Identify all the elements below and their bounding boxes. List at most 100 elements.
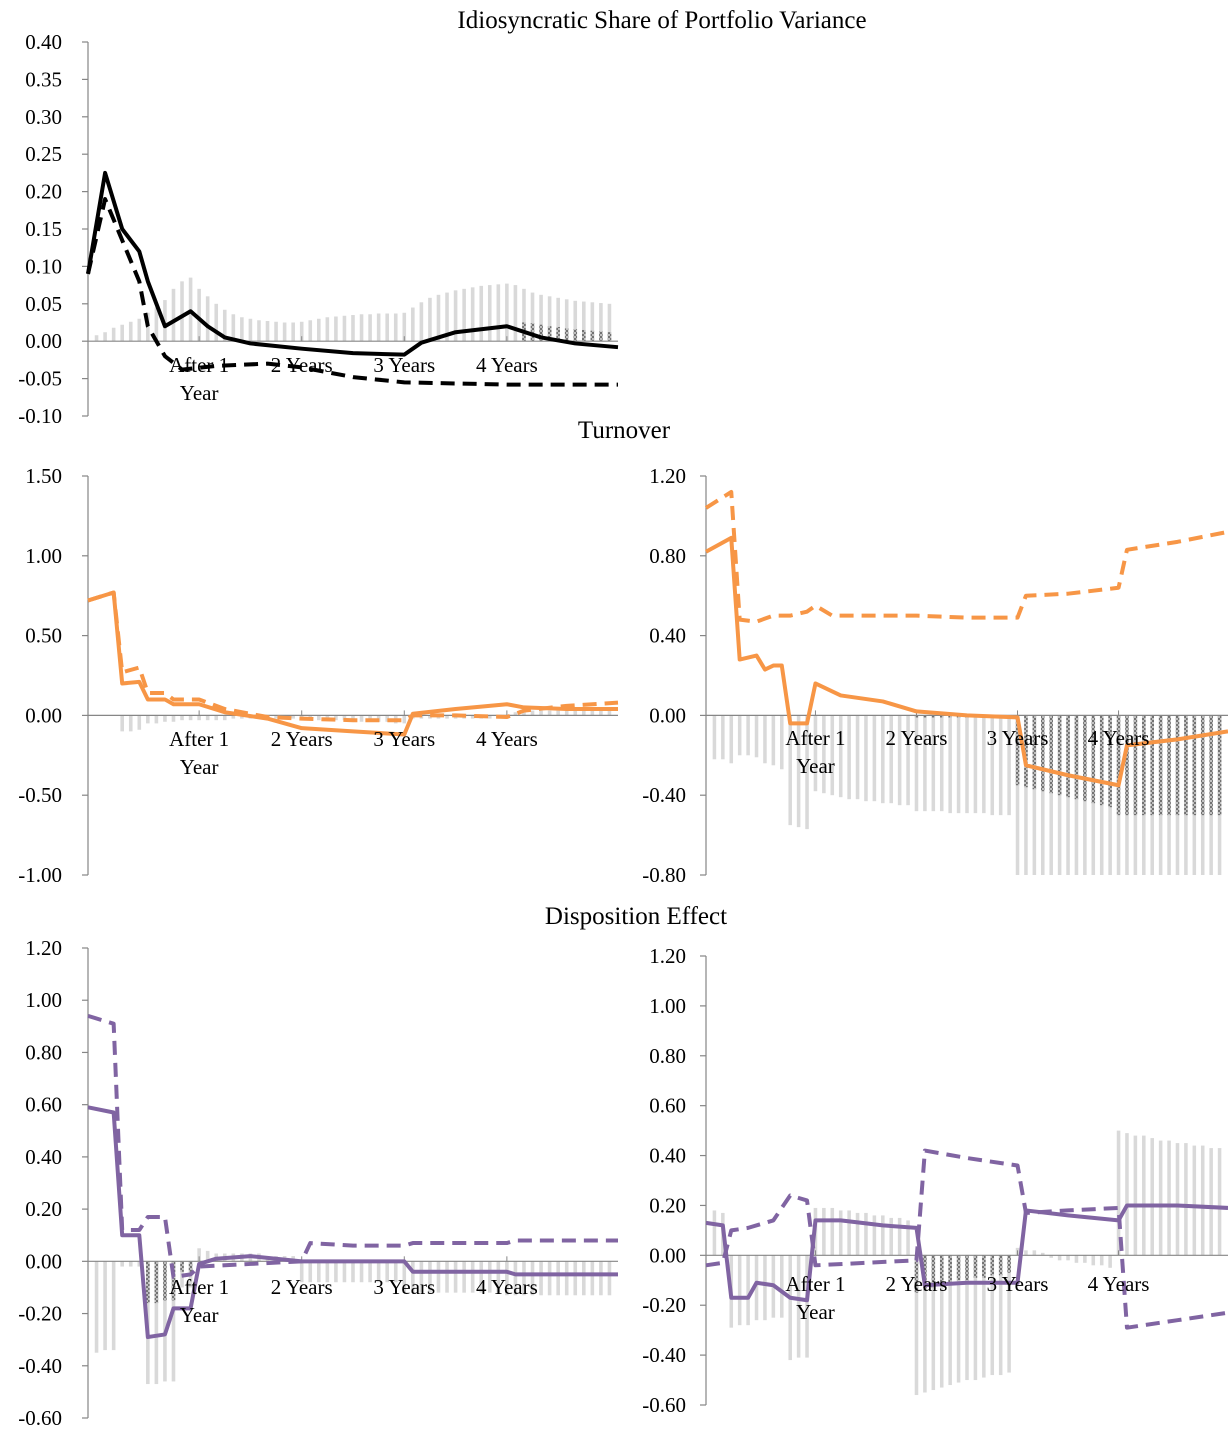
bar-light — [805, 715, 809, 830]
bar-light — [1091, 1255, 1096, 1266]
bar-dark — [590, 330, 595, 342]
bar-light — [1167, 1140, 1171, 1256]
bars — [94, 277, 612, 342]
bar-light — [402, 312, 407, 342]
bar-light — [137, 715, 142, 730]
bar-light — [513, 285, 518, 342]
chart-disposition-right: -0.60 -0.40 -0.20 0.00 0.20 0.40 0.60 0.80 1.00 1… — [642, 944, 1228, 1417]
bar-light — [111, 1261, 116, 1351]
bar-dark — [1142, 715, 1146, 816]
bar-dark — [948, 1255, 952, 1283]
bar-light — [436, 1261, 441, 1293]
bar-light — [830, 715, 835, 796]
bar-light — [973, 1255, 978, 1381]
section-title-idiosyncratic: Idiosyncratic Share of Portfolio Varianc… — [457, 7, 866, 34]
bar-light — [573, 710, 578, 716]
x-tick-label: 2 Years — [886, 1272, 948, 1296]
bar-light — [746, 715, 750, 756]
y-tick-label: 0.60 — [25, 1093, 62, 1117]
bar-light — [317, 715, 321, 721]
bar-light — [180, 715, 184, 721]
bar-dark — [1175, 715, 1180, 816]
bar-light — [754, 1255, 759, 1321]
bar-light — [222, 309, 227, 342]
bar-light — [137, 1261, 142, 1267]
y-tick-label: 1.20 — [649, 464, 686, 488]
bar-light — [763, 1255, 767, 1321]
bar-dark — [1041, 715, 1045, 792]
bar-light — [163, 715, 167, 722]
bar-light — [982, 1255, 986, 1378]
bar-light — [522, 288, 526, 342]
bar-light — [573, 1261, 578, 1296]
bar-light — [956, 1255, 961, 1383]
bars — [712, 715, 1222, 875]
bar-light — [1049, 715, 1053, 875]
y-tick-label: 0.40 — [649, 1144, 686, 1168]
bar-light — [368, 314, 372, 342]
bar-dark — [965, 1255, 969, 1281]
bar-light — [231, 314, 236, 342]
bar-light — [590, 1261, 595, 1296]
bar-light — [1192, 1145, 1197, 1256]
bar-light — [154, 1261, 159, 1385]
bar-light — [1007, 1255, 1011, 1373]
x-tick-label: After 1 Year — [169, 353, 229, 405]
bar-light — [411, 307, 415, 342]
bar-light — [462, 288, 466, 342]
bar-dark — [956, 1255, 961, 1281]
x-tick-label: 4 Years — [1088, 726, 1150, 750]
bar-light — [556, 1261, 560, 1296]
bar-light — [299, 321, 304, 342]
series-line-solid — [87, 590, 618, 737]
series-line-solid — [86, 170, 619, 357]
bar-light — [205, 1250, 210, 1262]
bar-light — [1209, 1148, 1213, 1256]
bar-dark — [1108, 715, 1112, 808]
bar-light — [897, 1217, 902, 1256]
x-tick-label: 4 Years — [476, 727, 538, 751]
bar-dark — [939, 715, 944, 718]
bar-light — [205, 296, 210, 342]
bar-light — [402, 715, 407, 724]
bar-dark — [1083, 715, 1087, 802]
bar-light — [351, 1261, 355, 1283]
y-tick-label: 1.50 — [25, 464, 62, 488]
bar-light — [146, 715, 150, 724]
bar-dark — [1184, 715, 1188, 816]
bar-light — [351, 315, 355, 342]
bar-light — [385, 1261, 389, 1283]
bar-light — [564, 1261, 569, 1296]
series-line-dashed — [87, 1013, 618, 1279]
y-tick-label: 0.40 — [649, 624, 686, 648]
bar-light — [308, 320, 313, 342]
x-tick-label: 3 Years — [987, 726, 1049, 750]
y-tick-label: 1.00 — [649, 994, 686, 1018]
y-tick-label: 0.30 — [25, 105, 62, 129]
bar-light — [1150, 1138, 1154, 1256]
bar-dark — [1032, 715, 1037, 790]
bar-light — [393, 1261, 398, 1283]
bar-light — [712, 715, 717, 760]
bar-light — [470, 1261, 475, 1293]
y-tick-label: -1.00 — [18, 863, 62, 887]
bar-light — [990, 715, 995, 816]
bar-dark — [1209, 715, 1213, 816]
bar-light — [299, 1261, 304, 1283]
bar-light — [599, 303, 603, 342]
bar-light — [462, 1261, 466, 1293]
bar-light — [445, 715, 449, 719]
y-tick-label: 0.00 — [25, 1249, 62, 1273]
bar-dark — [1133, 715, 1138, 816]
bar-light — [487, 1261, 492, 1293]
x-tick-label: 3 Years — [373, 727, 435, 751]
bar-light — [1108, 1255, 1112, 1268]
x-tick-label: 3 Years — [373, 353, 435, 377]
bar-light — [547, 710, 552, 716]
bar-light — [94, 1261, 99, 1353]
bar-light — [342, 715, 347, 721]
bar-dark — [948, 715, 952, 718]
y-tick-label: 0.00 — [649, 703, 686, 727]
series-line-dashed — [86, 197, 618, 387]
